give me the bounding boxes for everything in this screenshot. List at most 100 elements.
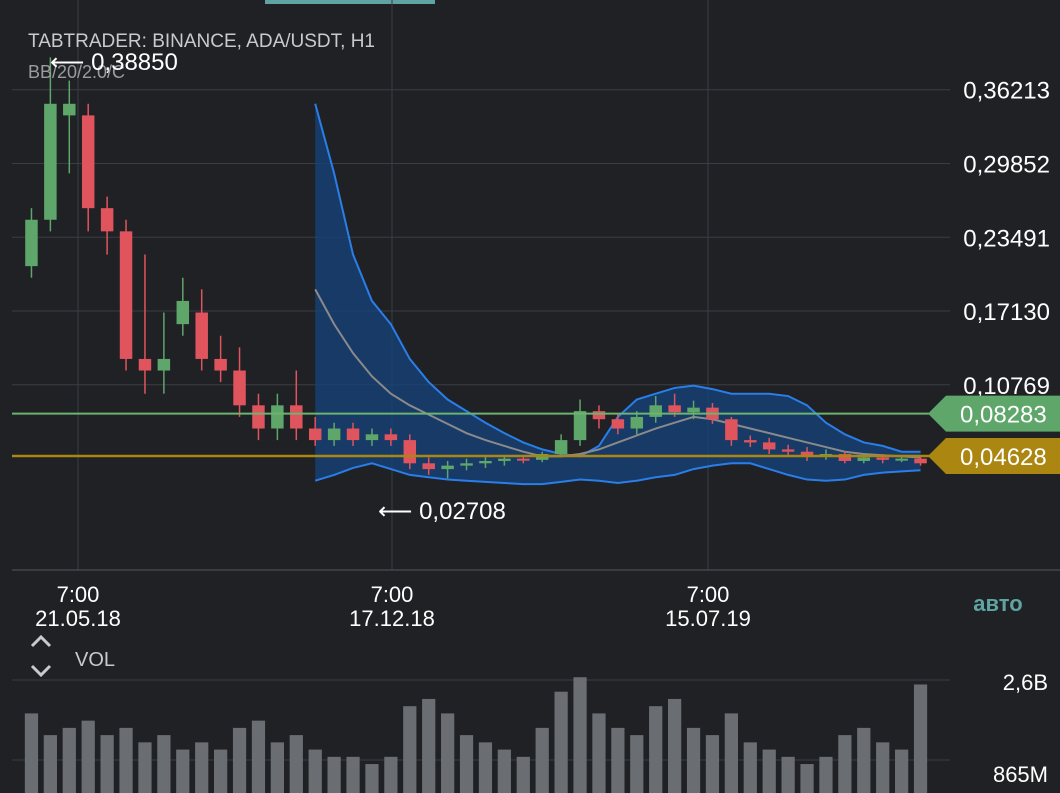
volume-axis-label: 2,6B (1003, 670, 1048, 695)
candle-body (914, 458, 927, 464)
volume-bar (535, 727, 549, 793)
candle (290, 370, 303, 441)
candle-body (479, 460, 492, 464)
active-tab-indicator (265, 0, 435, 4)
candle (630, 411, 644, 435)
volume-label: VOL (75, 649, 115, 671)
candle-body (346, 428, 360, 441)
volume-bar (819, 756, 833, 793)
candle (233, 347, 246, 417)
volume-bar (81, 720, 95, 793)
time-axis-time: 7:00 (57, 582, 100, 607)
low-price-marker: ⟵ 0,02708 (378, 498, 506, 525)
candle (214, 335, 227, 383)
volume-bar (24, 713, 39, 793)
volume-bar (895, 749, 909, 793)
candle (800, 447, 814, 461)
candle (195, 289, 208, 371)
candle-body (422, 463, 435, 470)
time-axis-date: 15.07.19 (665, 606, 751, 631)
candle-body (138, 358, 152, 371)
volume-bar (459, 735, 474, 793)
candle (365, 428, 379, 446)
volume-bar (516, 756, 530, 793)
auto-scale-button[interactable]: авто (973, 591, 1022, 616)
volume-bar (554, 691, 568, 793)
time-axis-time: 7:00 (371, 582, 414, 607)
volume-bar (497, 749, 511, 793)
volume-bar (857, 727, 871, 793)
candle (441, 460, 454, 479)
volume-bar (270, 742, 284, 793)
candle-body (308, 428, 322, 441)
price-axis-label: 0,29852 (963, 151, 1050, 178)
price-tag-label: 0,08283 (960, 402, 1047, 429)
candle (63, 80, 76, 174)
bollinger-middle-line (314, 288, 921, 459)
candle (762, 437, 776, 455)
candle-body (592, 411, 606, 420)
candle (271, 393, 284, 441)
volume-bar (573, 677, 587, 793)
candle-body (233, 370, 246, 406)
chevron-up-icon[interactable] (30, 634, 52, 648)
candle-body (857, 457, 871, 461)
candle (44, 57, 57, 232)
price-axis-label: 0,17130 (963, 299, 1050, 326)
candle (327, 422, 341, 446)
candle (176, 277, 190, 336)
candle-body (271, 405, 284, 429)
candle (479, 456, 492, 468)
candle (611, 414, 625, 435)
candle (422, 457, 435, 475)
candle-body (460, 463, 473, 466)
candle-body (895, 458, 908, 461)
volume-bar (705, 735, 720, 793)
candle (346, 422, 360, 446)
volume-bar (686, 727, 701, 793)
volume-bar (346, 756, 360, 793)
volume-bar (232, 727, 247, 793)
candle-body (611, 419, 625, 429)
price-tag-0 (928, 395, 1060, 432)
candle-body (403, 440, 417, 464)
price-axis-label: 0,23491 (963, 225, 1050, 252)
candle-body (214, 358, 227, 371)
volume-bar (138, 742, 152, 793)
candle (781, 444, 795, 457)
volume-bar (876, 742, 890, 793)
volume-bar (611, 727, 625, 793)
candle-body (195, 312, 208, 359)
candle (403, 434, 417, 470)
candle (914, 456, 927, 466)
volume-bar (441, 713, 455, 793)
price-axis-label: 0,36213 (963, 78, 1050, 105)
candle (460, 458, 473, 471)
price-tag-1 (928, 438, 1060, 475)
volume-bar (214, 749, 228, 793)
candle (308, 416, 322, 446)
volume-bar (800, 764, 814, 793)
candle-body (63, 103, 76, 116)
chevron-down-icon[interactable] (30, 664, 52, 678)
candle-body (573, 411, 587, 441)
candle-body (176, 300, 190, 325)
high-price-marker: ⟵ 0,38850 (50, 49, 178, 76)
candle-body (384, 434, 398, 441)
candle-body (725, 419, 738, 441)
price-tag-label: 0,04628 (960, 444, 1047, 471)
candle (138, 254, 152, 394)
candle-body (781, 449, 795, 452)
volume-bar (62, 727, 76, 793)
volume-bar (762, 749, 776, 793)
bollinger-band-fill (315, 103, 921, 485)
bollinger-lower-line (314, 462, 921, 486)
volume-bar (195, 742, 209, 793)
candle-body (290, 405, 303, 429)
volume-bar (384, 756, 398, 793)
chart-title: TABTRADER: BINANCE, ADA/USDT, H1 (28, 31, 375, 52)
candle-body (81, 115, 95, 209)
volume-bar (403, 706, 417, 793)
volume-bar (630, 735, 644, 793)
